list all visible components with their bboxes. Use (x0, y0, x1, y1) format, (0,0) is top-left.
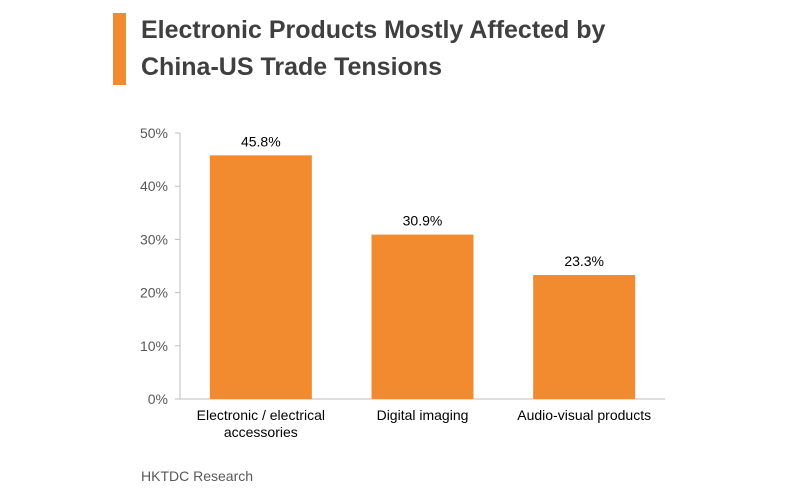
bar-chart: 0% 10% 20% 30% 40% 50% 45.8% Electronic / elect… (140, 125, 665, 440)
y-tick-label: 0% (148, 391, 168, 407)
chart-title-line-1: Electronic Products Mostly Affected by (141, 16, 606, 44)
data-label: 23.3% (564, 253, 604, 269)
data-label: 45.8% (241, 133, 281, 149)
x-tick-label: Audio-visual products (517, 407, 651, 423)
bar (371, 234, 474, 399)
y-tick-label: 20% (140, 285, 168, 301)
x-tick-label: Digital imaging (377, 407, 469, 423)
x-tick-label: Electronic / electrical (197, 407, 325, 423)
chart-title-line-2: China-US Trade Tensions (141, 53, 442, 81)
y-tick-label: 30% (140, 231, 168, 247)
chart-title: Electronic Products Mostly Affected by C… (141, 12, 701, 86)
bar (533, 275, 636, 399)
title-accent-bar (113, 13, 126, 85)
x-tick-label: accessories (224, 424, 298, 440)
y-tick-label: 50% (140, 125, 168, 141)
source-note: HKTDC Research (141, 468, 254, 484)
y-tick-label: 10% (140, 338, 168, 354)
data-label: 30.9% (403, 213, 443, 229)
bar (209, 155, 312, 399)
y-tick-label: 40% (140, 178, 168, 194)
